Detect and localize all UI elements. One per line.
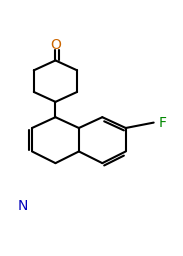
Text: N: N [18,199,28,213]
Text: O: O [50,38,61,52]
Text: F: F [158,116,166,130]
